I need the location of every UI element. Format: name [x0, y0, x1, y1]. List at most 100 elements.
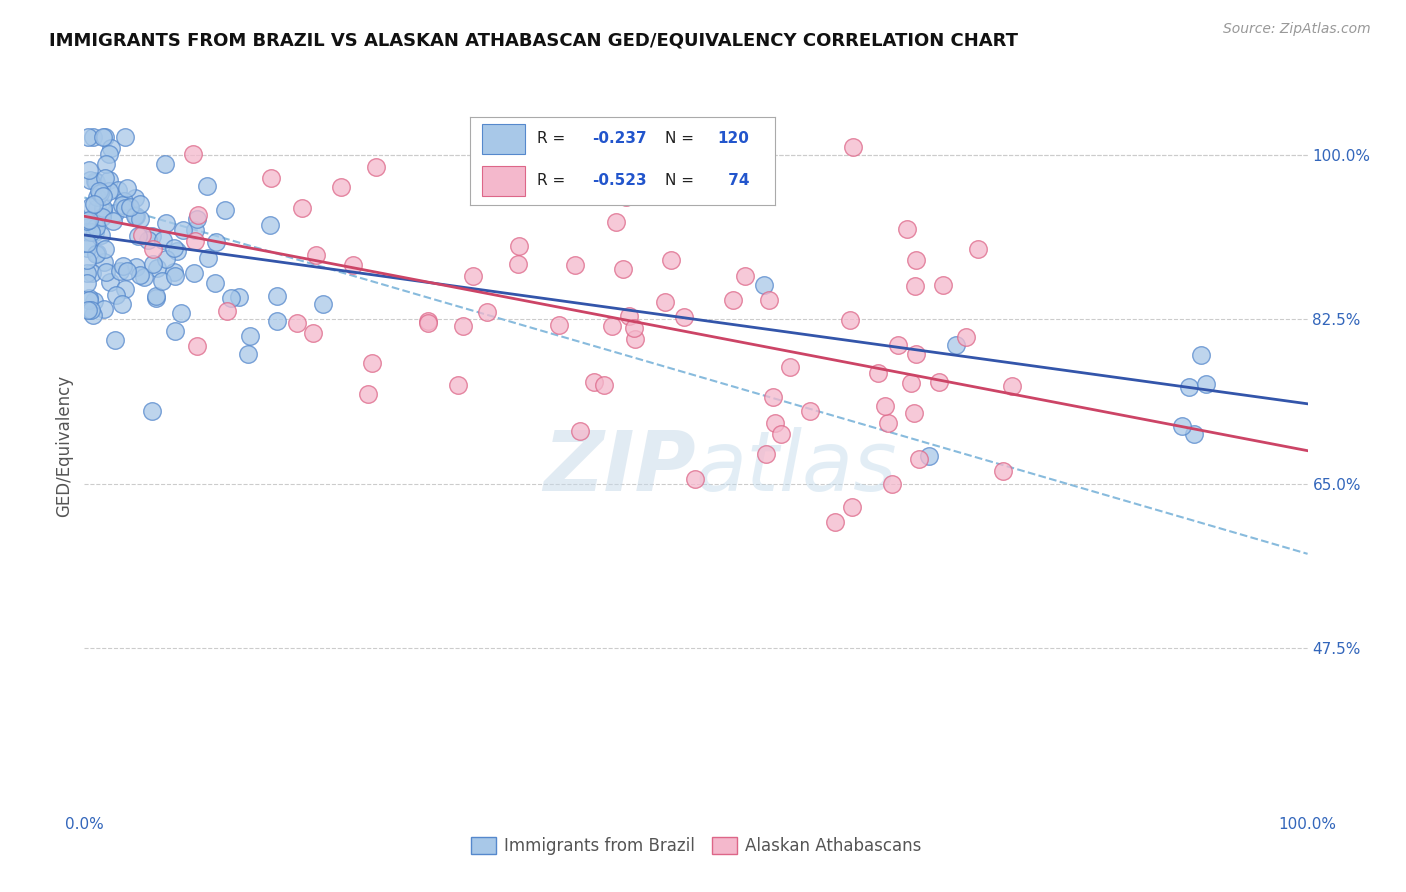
- Alaskan Athabascans: [762, 391, 785, 405]
- Immigrants from Brazil: [97, 184, 120, 198]
- Immigrants from Brazil: [754, 277, 776, 292]
- Alaskan Athabascans: [184, 235, 207, 249]
- Immigrants from Brazil: [136, 234, 159, 248]
- Legend: Immigrants from Brazil, Alaskan Athabascans: Immigrants from Brazil, Alaskan Athabasc…: [464, 830, 928, 862]
- Immigrants from Brazil: [79, 198, 101, 212]
- Immigrants from Brazil: [142, 257, 165, 271]
- Alaskan Athabascans: [770, 427, 793, 442]
- Alaskan Athabascans: [882, 477, 904, 491]
- Immigrants from Brazil: [77, 163, 100, 178]
- Immigrants from Brazil: [76, 219, 98, 234]
- Alaskan Athabascans: [721, 293, 744, 307]
- Immigrants from Brazil: [82, 129, 104, 144]
- Immigrants from Brazil: [94, 265, 117, 279]
- Alaskan Athabascans: [758, 293, 780, 308]
- Alaskan Athabascans: [842, 140, 865, 154]
- Immigrants from Brazil: [91, 188, 114, 202]
- Immigrants from Brazil: [83, 197, 105, 211]
- Immigrants from Brazil: [84, 174, 107, 188]
- Immigrants from Brazil: [1182, 426, 1205, 441]
- Text: Source: ZipAtlas.com: Source: ZipAtlas.com: [1223, 22, 1371, 37]
- Immigrants from Brazil: [87, 184, 110, 198]
- Alaskan Athabascans: [1001, 379, 1024, 393]
- Alaskan Athabascans: [903, 406, 925, 420]
- Alaskan Athabascans: [824, 515, 846, 529]
- Immigrants from Brazil: [1189, 348, 1212, 362]
- Alaskan Athabascans: [900, 376, 922, 390]
- Immigrants from Brazil: [155, 157, 177, 171]
- Immigrants from Brazil: [93, 255, 115, 269]
- Alaskan Athabascans: [877, 416, 900, 430]
- Immigrants from Brazil: [183, 266, 205, 280]
- Immigrants from Brazil: [236, 347, 259, 361]
- Alaskan Athabascans: [955, 330, 977, 344]
- Immigrants from Brazil: [77, 293, 100, 307]
- Immigrants from Brazil: [93, 301, 115, 316]
- Immigrants from Brazil: [96, 157, 118, 171]
- Immigrants from Brazil: [90, 227, 112, 242]
- Immigrants from Brazil: [145, 291, 167, 305]
- Immigrants from Brazil: [112, 259, 135, 273]
- Alaskan Athabascans: [763, 416, 786, 430]
- Alaskan Athabascans: [734, 268, 756, 283]
- Alaskan Athabascans: [991, 464, 1014, 478]
- Alaskan Athabascans: [285, 316, 308, 330]
- Text: ZIP: ZIP: [543, 427, 696, 508]
- Alaskan Athabascans: [624, 332, 647, 346]
- Immigrants from Brazil: [266, 313, 288, 327]
- Immigrants from Brazil: [195, 179, 218, 194]
- Immigrants from Brazil: [80, 226, 103, 240]
- Alaskan Athabascans: [905, 347, 928, 361]
- Immigrants from Brazil: [107, 183, 129, 197]
- Immigrants from Brazil: [76, 252, 98, 267]
- Immigrants from Brazil: [100, 141, 122, 155]
- Immigrants from Brazil: [141, 404, 163, 418]
- Alaskan Athabascans: [605, 215, 627, 229]
- Alaskan Athabascans: [967, 243, 990, 257]
- Immigrants from Brazil: [76, 214, 98, 228]
- Immigrants from Brazil: [86, 246, 108, 260]
- Alaskan Athabascans: [838, 312, 860, 326]
- Alaskan Athabascans: [659, 253, 682, 268]
- Alaskan Athabascans: [623, 321, 645, 335]
- Immigrants from Brazil: [76, 236, 98, 251]
- Alaskan Athabascans: [342, 258, 364, 272]
- Immigrants from Brazil: [83, 225, 105, 239]
- Immigrants from Brazil: [79, 172, 101, 186]
- Alaskan Athabascans: [418, 316, 440, 330]
- Immigrants from Brazil: [115, 264, 138, 278]
- Immigrants from Brazil: [204, 277, 226, 291]
- Immigrants from Brazil: [86, 190, 108, 204]
- Alaskan Athabascans: [904, 252, 927, 267]
- Immigrants from Brazil: [111, 198, 134, 212]
- Alaskan Athabascans: [361, 356, 384, 370]
- Immigrants from Brazil: [89, 186, 111, 201]
- Alaskan Athabascans: [547, 318, 569, 332]
- Immigrants from Brazil: [155, 252, 177, 267]
- Immigrants from Brazil: [114, 201, 136, 215]
- Immigrants from Brazil: [312, 297, 335, 311]
- Immigrants from Brazil: [124, 209, 146, 223]
- Immigrants from Brazil: [214, 202, 236, 217]
- Immigrants from Brazil: [219, 291, 242, 305]
- Immigrants from Brazil: [165, 269, 187, 284]
- Immigrants from Brazil: [103, 213, 125, 227]
- Immigrants from Brazil: [918, 449, 941, 463]
- Alaskan Athabascans: [779, 360, 801, 375]
- Immigrants from Brazil: [184, 223, 207, 237]
- Alaskan Athabascans: [217, 303, 239, 318]
- Immigrants from Brazil: [266, 288, 288, 302]
- Immigrants from Brazil: [94, 242, 117, 256]
- Immigrants from Brazil: [146, 260, 169, 275]
- Immigrants from Brazil: [152, 233, 174, 247]
- Immigrants from Brazil: [76, 276, 98, 290]
- Alaskan Athabascans: [617, 309, 640, 323]
- Immigrants from Brazil: [1177, 380, 1199, 394]
- Immigrants from Brazil: [129, 268, 152, 282]
- Alaskan Athabascans: [186, 339, 208, 353]
- Alaskan Athabascans: [873, 399, 896, 413]
- Immigrants from Brazil: [259, 218, 281, 232]
- Immigrants from Brazil: [76, 225, 98, 239]
- Immigrants from Brazil: [172, 223, 194, 237]
- Immigrants from Brazil: [98, 275, 121, 289]
